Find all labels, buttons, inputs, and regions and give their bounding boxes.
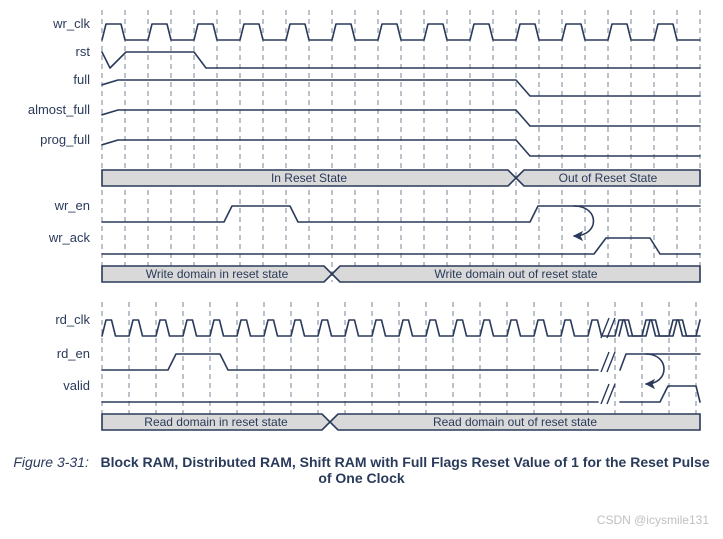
svg-text:Write domain out of reset stat: Write domain out of reset state [434, 267, 598, 281]
label-valid: valid [10, 378, 90, 393]
svg-text:Out of Reset State: Out of Reset State [559, 171, 658, 185]
watermark: CSDN @icysmile131 [597, 513, 709, 527]
figure-caption: Figure 3-31: Block RAM, Distributed RAM,… [10, 454, 713, 486]
svg-text:Read domain out of reset state: Read domain out of reset state [433, 415, 597, 429]
label-rd-en: rd_en [10, 346, 90, 361]
label-wr-en: wr_en [10, 198, 90, 213]
waveform-canvas: In Reset State Out of Reset State Write do… [10, 10, 713, 440]
label-wr-ack: wr_ack [10, 230, 90, 245]
svg-text:Read domain in reset state: Read domain in reset state [144, 415, 288, 429]
figure-title: Block RAM, Distributed RAM, Shift RAM wi… [101, 454, 710, 486]
label-prog-full: prog_full [10, 132, 90, 147]
label-rst: rst [10, 44, 90, 59]
timing-diagram: wr_clk rst full almost_full prog_full wr… [10, 10, 713, 529]
figure-number: Figure 3-31: [13, 454, 88, 470]
label-rd-clk: rd_clk [10, 312, 90, 327]
svg-text:In Reset State: In Reset State [271, 171, 347, 185]
svg-text:Write domain in reset state: Write domain in reset state [146, 267, 289, 281]
label-almost-full: almost_full [10, 102, 90, 117]
label-full: full [10, 72, 90, 87]
label-wr-clk: wr_clk [10, 16, 90, 31]
